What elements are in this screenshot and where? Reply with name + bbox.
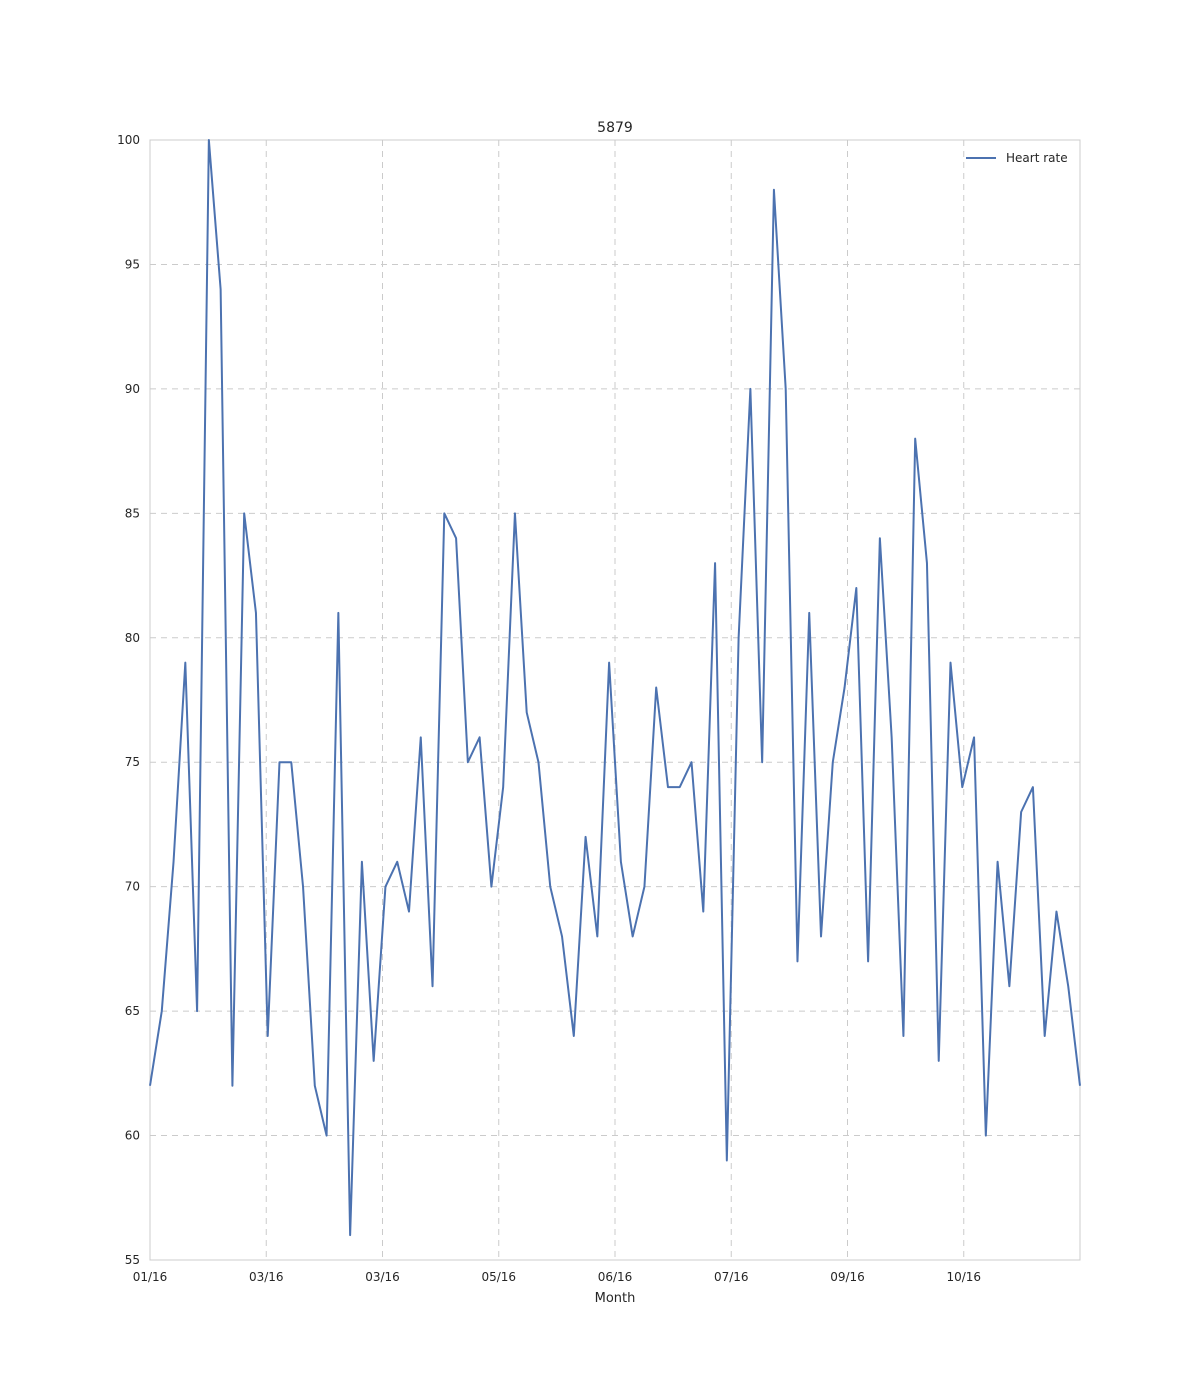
x-tick-label: 01/16 (133, 1270, 168, 1284)
y-tick-label: 85 (125, 506, 140, 520)
x-tick-label: 09/16 (830, 1270, 865, 1284)
x-tick-label: 07/16 (714, 1270, 749, 1284)
x-axis-label: Month (595, 1291, 636, 1306)
y-tick-label: 95 (125, 257, 140, 271)
legend-label-heart-rate: Heart rate (1006, 151, 1068, 165)
y-tick-label: 70 (125, 880, 140, 894)
legend: Heart rate (966, 151, 1068, 165)
grid-lines (150, 140, 1080, 1260)
y-tick-label: 100 (117, 133, 140, 147)
y-tick-label: 65 (125, 1004, 140, 1018)
y-tick-label: 55 (125, 1253, 140, 1267)
x-tick-label: 10/16 (946, 1270, 981, 1284)
y-tick-label: 60 (125, 1129, 140, 1143)
plot-area (149, 139, 1081, 1261)
x-tick-label: 03/16 (249, 1270, 284, 1284)
y-tick-label: 80 (125, 631, 140, 645)
x-tick-labels: 01/16 03/16 03/16 05/16 06/16 07/16 09/16 10/16 (133, 1270, 981, 1284)
chart-title: 5879 (597, 120, 633, 136)
y-tick-label: 75 (125, 755, 140, 769)
series-layer (149, 139, 1081, 1237)
heart-rate-line (149, 139, 1081, 1237)
x-tick-label: 03/16 (365, 1270, 400, 1284)
x-tick-label: 06/16 (598, 1270, 633, 1284)
y-tick-label: 90 (125, 382, 140, 396)
y-tick-labels: 55 60 65 70 75 80 85 90 95 100 (117, 133, 140, 1267)
x-tick-label: 05/16 (481, 1270, 516, 1284)
